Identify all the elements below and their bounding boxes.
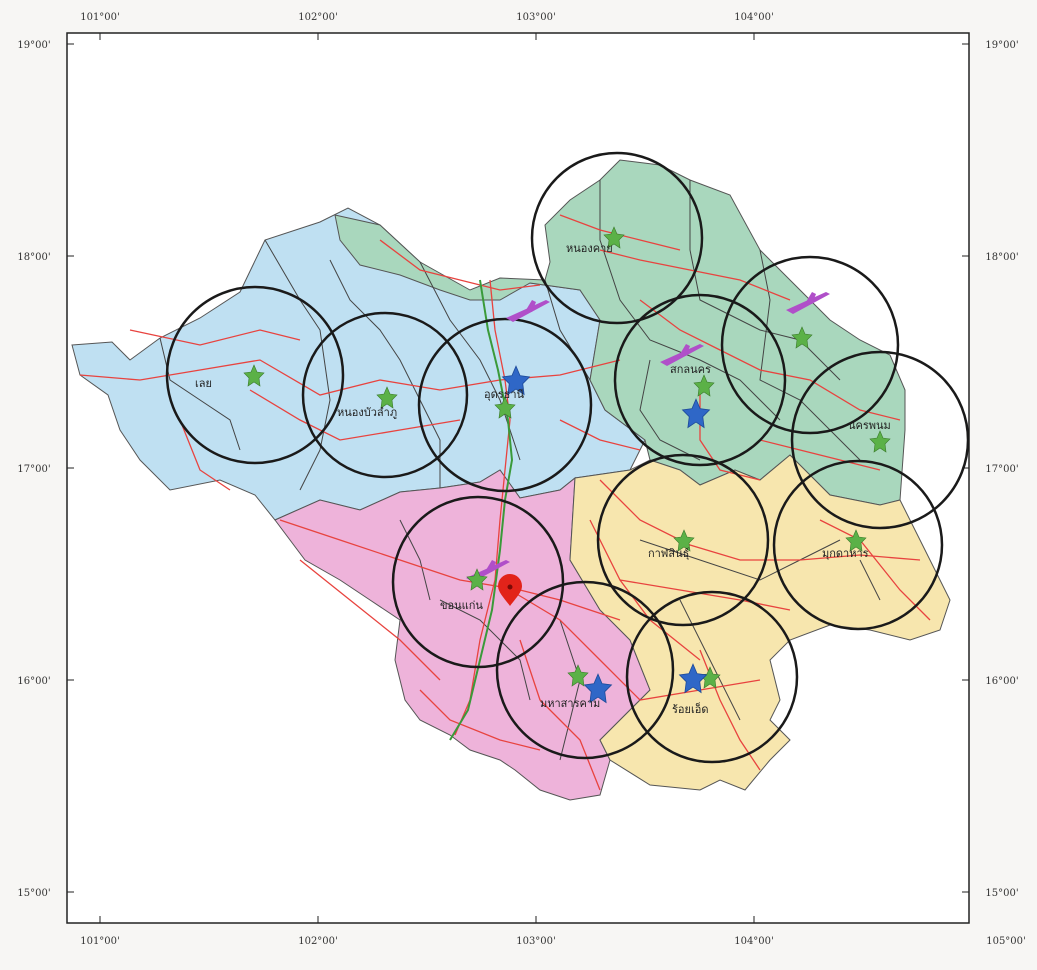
blue-star-icon bbox=[678, 663, 708, 694]
green-star-icon bbox=[376, 386, 398, 409]
green-star-icon bbox=[673, 529, 695, 552]
coverage-circle bbox=[165, 285, 345, 465]
tick-label: 19°00' bbox=[17, 40, 50, 51]
place-label-nongkhai: หนองคาย bbox=[566, 242, 613, 255]
tick-label: 18°00' bbox=[17, 252, 50, 263]
place-label-mahasarakham: มหาสารคาม bbox=[540, 697, 600, 710]
tick-label: 17°00' bbox=[17, 464, 50, 475]
tick-label: 19°00' bbox=[985, 40, 1018, 51]
tick-label: 102°00' bbox=[298, 936, 338, 947]
coverage-circle bbox=[772, 459, 944, 631]
coverage-circle bbox=[417, 317, 593, 493]
bottom-tick-labels: 101°00' 102°00' 103°00' 104°00' 105°00' bbox=[80, 936, 1026, 947]
green-star-icon bbox=[494, 396, 516, 419]
coverage-circle bbox=[613, 293, 787, 467]
place-label-khonkaen: ขอนแก่น bbox=[440, 599, 483, 612]
coverage-circle bbox=[530, 151, 704, 325]
place-label-roiet: ร้อยเอ็ด bbox=[672, 702, 708, 716]
green-star-icon bbox=[693, 374, 715, 397]
tick-label: 15°00' bbox=[17, 888, 50, 899]
tick-label: 18°00' bbox=[985, 252, 1018, 263]
coverage-circles bbox=[165, 151, 970, 764]
green-star-icon bbox=[869, 430, 891, 453]
blue-stars bbox=[501, 365, 711, 704]
tick-label: 103°00' bbox=[516, 936, 556, 947]
tick-label: 101°00' bbox=[80, 936, 120, 947]
tick-label: 104°00' bbox=[734, 936, 774, 947]
green-star-icon bbox=[567, 664, 589, 687]
green-stars bbox=[243, 226, 891, 689]
right-tick-labels: 19°00' 18°00' 17°00' 16°00' 15°00' bbox=[985, 40, 1018, 899]
place-label-udonthani: อุดรธานี bbox=[484, 388, 525, 401]
tick-label: 101°00' bbox=[80, 12, 120, 23]
tick-label: 16°00' bbox=[17, 676, 50, 687]
left-tick-labels: 19°00' 18°00' 17°00' 16°00' 15°00' bbox=[17, 40, 50, 899]
blue-star-icon bbox=[501, 365, 531, 396]
airport-icon bbox=[506, 300, 550, 322]
place-label-kalasin: กาฬสินธุ์ bbox=[648, 547, 689, 560]
frame-ticks bbox=[67, 33, 969, 923]
airport-icon bbox=[660, 344, 704, 366]
coverage-circle bbox=[790, 350, 970, 530]
coverage-circle bbox=[596, 453, 770, 627]
coverage-circle bbox=[495, 580, 675, 760]
green-star-icon bbox=[791, 326, 813, 349]
airport-icon bbox=[786, 292, 830, 314]
tick-label: 102°00' bbox=[298, 12, 338, 23]
hub-marker-icon bbox=[498, 574, 522, 606]
blue-star-icon bbox=[681, 398, 711, 429]
place-label-nakhonphanom: นครพนม bbox=[848, 419, 891, 432]
tick-label: 17°00' bbox=[985, 464, 1018, 475]
coverage-circle bbox=[301, 311, 469, 479]
green-star-icon bbox=[845, 529, 867, 552]
place-label-sakonnakhon: สกลนคร bbox=[670, 363, 711, 376]
blue-star-icon bbox=[583, 673, 613, 704]
tick-label: 105°00' bbox=[986, 936, 1026, 947]
green-star-icon bbox=[603, 226, 625, 249]
place-labels: เลย หนองบัวลำภู อุดรธานี หนองคาย สกลนคร … bbox=[195, 242, 891, 716]
place-label-loei: เลย bbox=[195, 377, 212, 390]
green-star-icon bbox=[466, 568, 488, 591]
tick-label: 16°00' bbox=[985, 676, 1018, 687]
green-star-icon bbox=[243, 364, 265, 387]
tick-label: 15°00' bbox=[985, 888, 1018, 899]
coverage-circle bbox=[625, 590, 799, 764]
place-label-mukdahan: มุกดาหาร bbox=[822, 547, 869, 560]
tick-label: 104°00' bbox=[734, 12, 774, 23]
coverage-circle bbox=[720, 255, 900, 435]
top-tick-labels: 101°00' 102°00' 103°00' 104°00' bbox=[80, 12, 774, 23]
place-label-nongbualamphu: หนองบัวลำภู bbox=[337, 406, 397, 419]
coverage-circle bbox=[391, 495, 565, 669]
tick-label: 103°00' bbox=[516, 12, 556, 23]
river-line bbox=[449, 279, 514, 741]
